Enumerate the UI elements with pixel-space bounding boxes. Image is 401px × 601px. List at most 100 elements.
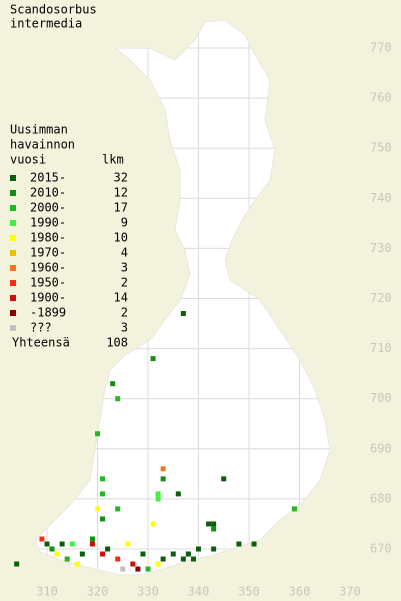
easting-label: 370 xyxy=(339,585,361,599)
occurrence xyxy=(251,541,257,547)
legend-label: ??? xyxy=(30,321,52,335)
occurrence xyxy=(175,491,181,497)
legend-heading: vuosi xyxy=(10,153,46,167)
legend-swatch xyxy=(10,280,16,286)
occurrence xyxy=(160,476,166,482)
title: Scandosorbus xyxy=(10,3,97,17)
occurrence xyxy=(89,536,95,542)
occurrence xyxy=(74,561,80,567)
occurrence xyxy=(291,506,297,512)
legend-swatch xyxy=(10,325,16,331)
occurrence xyxy=(100,476,106,482)
legend-swatch xyxy=(10,220,16,226)
occurrence xyxy=(180,556,186,562)
easting-label: 350 xyxy=(238,585,260,599)
occurrence xyxy=(95,431,100,437)
occurrence xyxy=(39,536,45,542)
northing-label: 740 xyxy=(370,191,392,205)
northing-label: 730 xyxy=(370,241,392,255)
occurrence xyxy=(145,566,151,572)
northing-label: 770 xyxy=(370,41,392,55)
legend-count: 2 xyxy=(121,276,128,290)
northing-label: 720 xyxy=(370,291,392,305)
occurrence xyxy=(155,496,161,502)
occurrence xyxy=(190,556,196,562)
easting-label: 330 xyxy=(137,585,159,599)
occurrence xyxy=(140,551,146,557)
legend-label: 2000- xyxy=(30,201,66,215)
legend-label: 1950- xyxy=(30,276,66,290)
occurrence xyxy=(206,521,212,527)
occurrence xyxy=(64,556,70,562)
occurrence xyxy=(100,551,106,557)
occurrence xyxy=(115,396,121,402)
legend-label: 1970- xyxy=(30,246,66,260)
legend-label: 1980- xyxy=(30,231,66,245)
occurrence xyxy=(160,556,166,562)
occurrence xyxy=(125,541,131,547)
occurrence xyxy=(14,561,20,567)
occurrence xyxy=(150,356,156,362)
occurrence xyxy=(89,541,95,547)
northing-label: 760 xyxy=(370,91,392,105)
legend-swatch xyxy=(10,190,16,196)
occurrence xyxy=(155,491,161,497)
occurrence xyxy=(170,551,176,557)
occurrence xyxy=(130,561,136,567)
occurrence xyxy=(150,521,156,527)
legend-count: 2 xyxy=(121,306,128,320)
country-shape xyxy=(34,19,331,576)
easting-label: 310 xyxy=(36,585,58,599)
occurrence xyxy=(211,521,217,527)
legend-count: 17 xyxy=(114,201,128,215)
occurrence xyxy=(180,311,186,317)
legend-label: -1899 xyxy=(30,306,66,320)
legend-swatch xyxy=(10,205,16,211)
occurrence xyxy=(69,541,75,547)
northing-label: 680 xyxy=(370,491,392,505)
occurrence xyxy=(44,541,50,547)
occurrence xyxy=(160,466,166,472)
legend-count: 32 xyxy=(114,171,128,185)
legend-count: 10 xyxy=(114,231,128,245)
occurrence xyxy=(211,526,217,532)
legend-swatch xyxy=(10,265,16,271)
legend-label: 1900- xyxy=(30,291,66,305)
legend-swatch xyxy=(10,250,16,256)
northing-label: 690 xyxy=(370,441,392,455)
legend-label: 1990- xyxy=(30,216,66,230)
legend-count: 3 xyxy=(121,261,128,275)
occurrence xyxy=(115,556,121,562)
occurrence xyxy=(221,476,227,482)
occurrence xyxy=(59,541,65,547)
occurrence xyxy=(115,506,121,512)
northing-label: 700 xyxy=(370,391,392,405)
total: 108 xyxy=(106,336,128,350)
occurrence xyxy=(185,551,191,557)
occurrence xyxy=(120,566,126,572)
occurrence xyxy=(49,546,55,552)
legend-swatch xyxy=(10,310,16,316)
occurrence xyxy=(155,561,161,567)
occurrence xyxy=(100,491,106,497)
legend-swatch xyxy=(10,175,16,181)
legend-label: 1960- xyxy=(30,261,66,275)
easting-label: 360 xyxy=(289,585,311,599)
occurrence xyxy=(135,566,141,572)
total-label: Yhteensä xyxy=(12,336,70,350)
occurrence xyxy=(95,506,100,512)
occurrence xyxy=(211,546,217,552)
occurrence xyxy=(105,546,111,552)
title: intermedia xyxy=(10,17,82,31)
occurrence xyxy=(110,381,116,387)
legend-swatch xyxy=(10,295,16,301)
legend-count: 12 xyxy=(114,186,128,200)
occurrence xyxy=(100,516,106,522)
northing-label: 750 xyxy=(370,141,392,155)
easting-label: 340 xyxy=(188,585,210,599)
legend-count: 14 xyxy=(114,291,128,305)
legend-count: 3 xyxy=(121,321,128,335)
legend-heading: havainnon xyxy=(10,138,75,152)
occurrence xyxy=(79,551,85,557)
